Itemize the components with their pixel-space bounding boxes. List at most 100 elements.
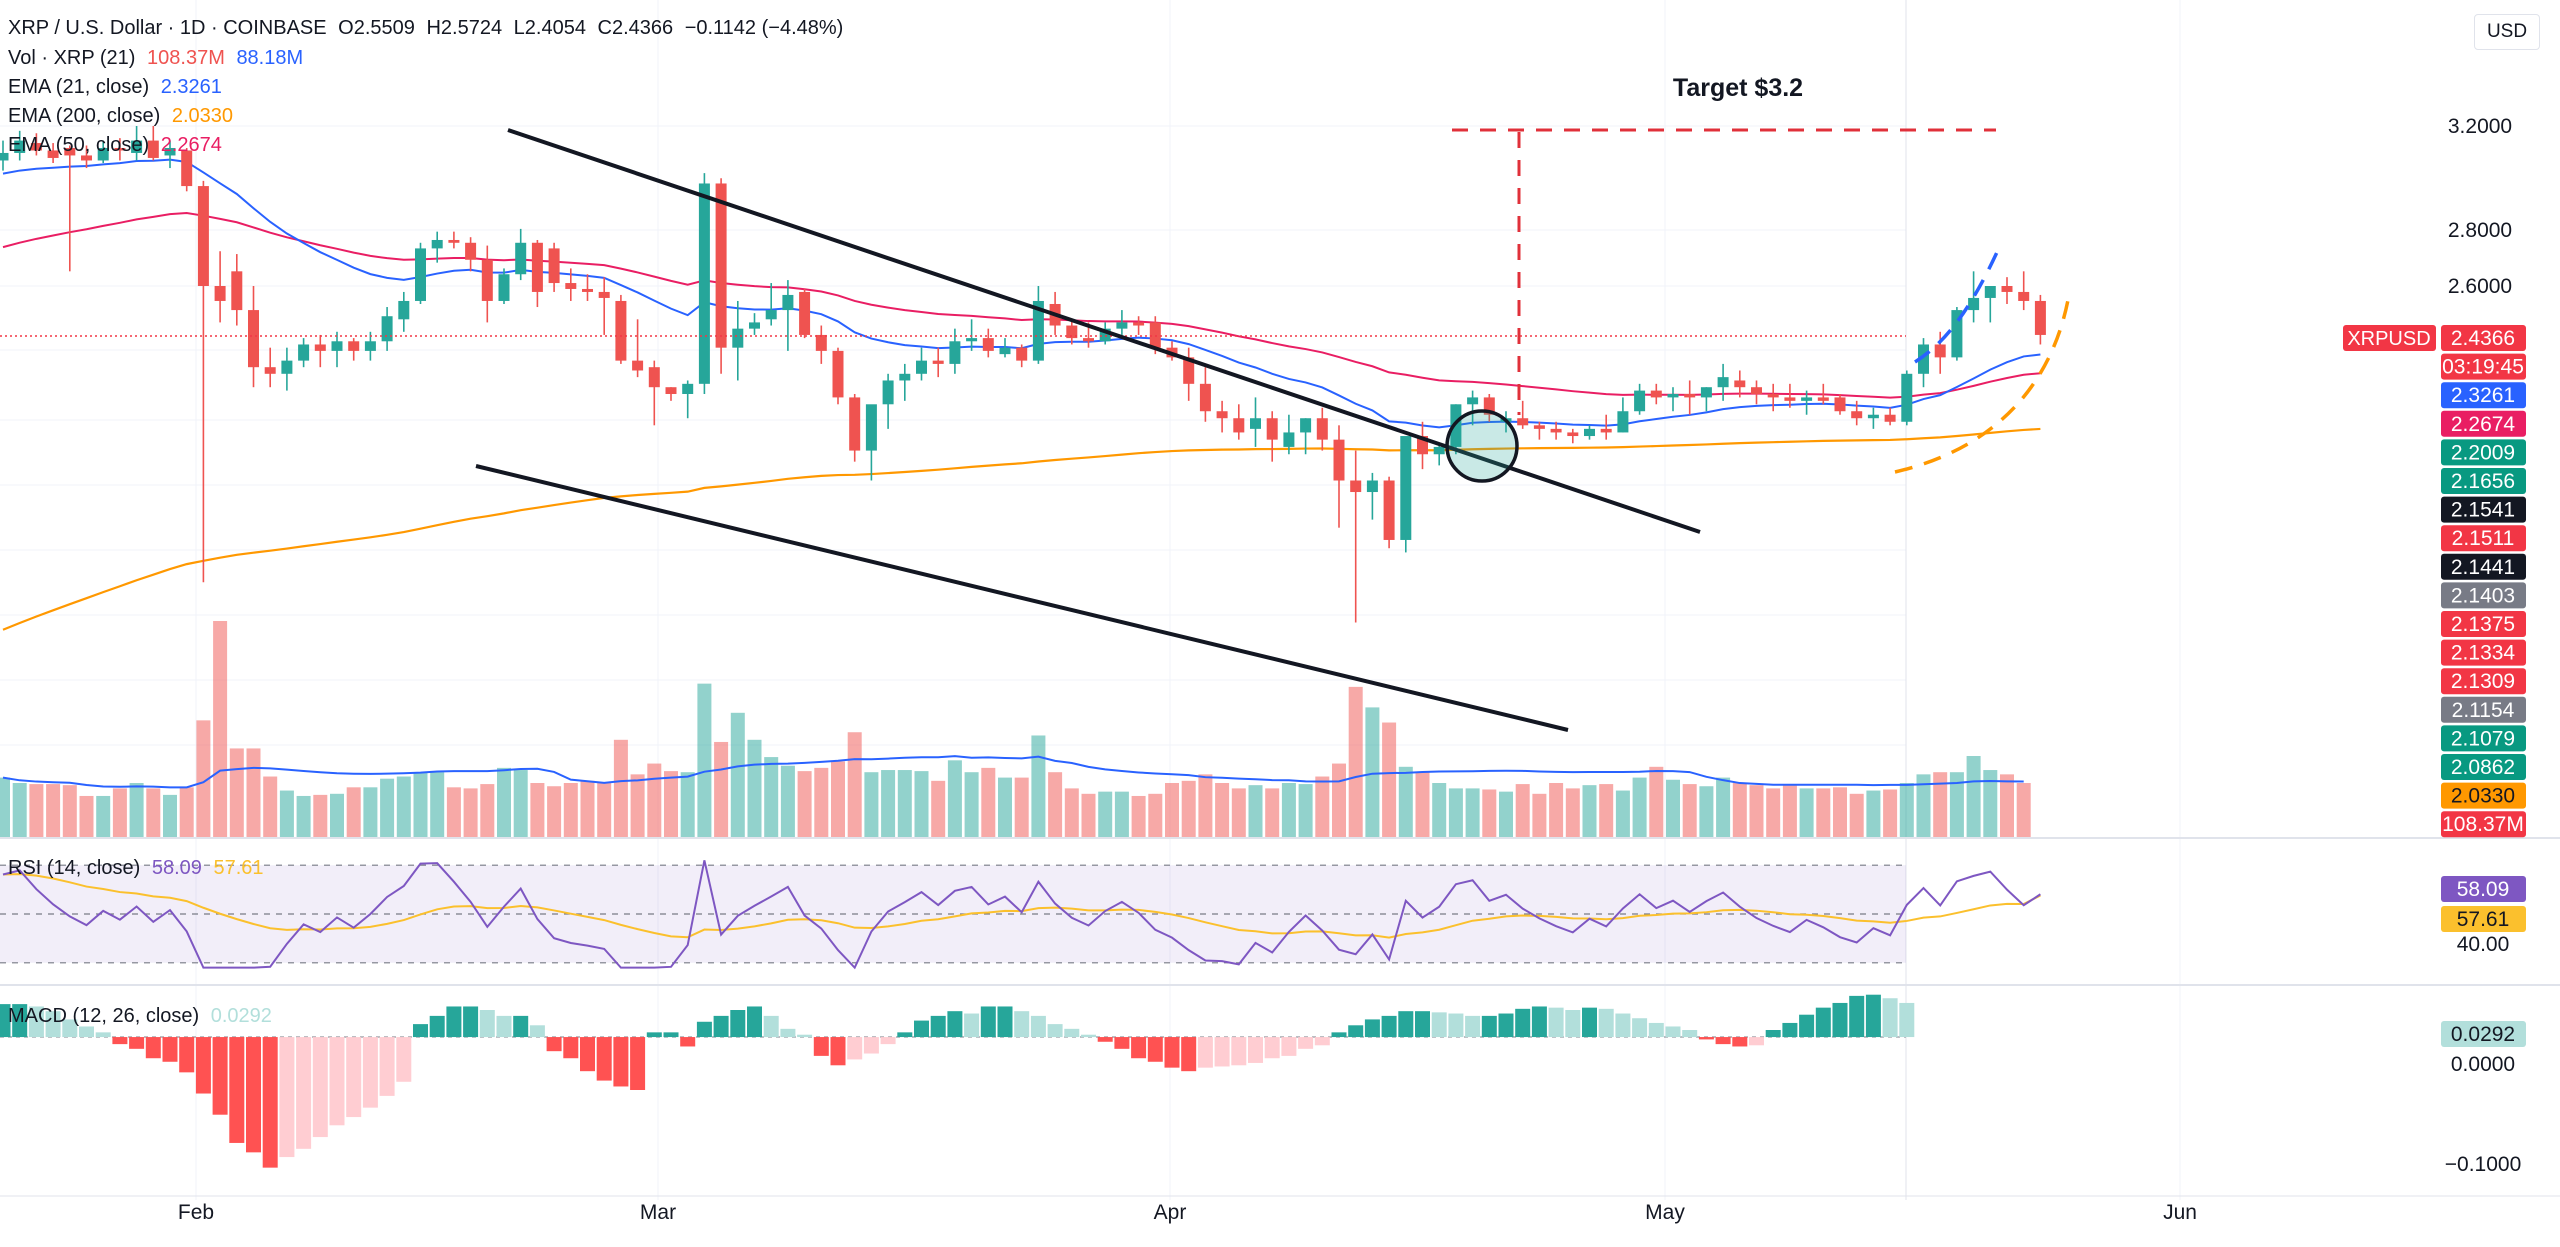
macd-histogram-bar [1348,1025,1364,1038]
macd-histogram-bar [1481,1015,1497,1038]
macd-histogram-bar [1081,1034,1096,1038]
rsi-value: 58.09 [151,857,202,879]
macd-histogram-bar [914,1020,929,1038]
candle-body [1834,397,1846,412]
macd-histogram-bar [1582,1007,1597,1038]
candle-body [765,310,777,320]
macd-histogram-bar [312,1037,328,1138]
macd-histogram-bar [1398,1011,1414,1038]
volume-bar [1499,791,1513,837]
macd-histogram-bar [329,1037,345,1126]
macd-histogram-bar [680,1037,696,1047]
volume-bar [380,778,395,837]
volume-legend[interactable]: Vol · XRP (21) 108.37M 88.18M [8,46,309,70]
price-tag [2441,410,2526,437]
candle-body [849,397,861,451]
macd-histogram-bar [379,1037,395,1096]
candle-body [1734,380,1746,388]
macd-histogram-bar [613,1037,629,1087]
volume-bar [213,621,228,837]
macd-histogram-bar [1765,1030,1781,1038]
candle-body [30,143,42,151]
ema21-line [2,158,2041,429]
macd-histogram-bar [1548,1007,1564,1038]
rsi-ma-value: 57.61 [213,857,264,879]
ohlc-open: O2.5509 [338,17,415,39]
macd-histogram-bar [1147,1037,1163,1062]
rsi-legend[interactable]: RSI (14, close) 58.09 57.61 [8,856,270,880]
candle-body [2034,300,2046,335]
candle-body [1550,428,1562,433]
candle-body [815,334,827,351]
volume-bar [730,712,745,837]
candle-body [1667,393,1679,398]
volume-bar [1298,784,1313,837]
volume-bar [1799,788,1814,837]
macd-legend[interactable]: MACD (12, 26, close) 0.0292 [8,1004,278,1028]
candle-body [1767,393,1779,398]
macd-histogram-bar [1749,1037,1764,1046]
macd-histogram-bar [195,1037,211,1094]
candle-body [515,242,527,275]
candle-body [1634,390,1646,412]
candle-body [1149,322,1161,348]
breakout-circle [1445,409,1519,483]
macd-histogram-bar [763,1015,779,1038]
volume-bar [1131,795,1146,837]
macd-histogram-bar [529,1025,545,1038]
ema21-legend[interactable]: EMA (21, close) 2.3261 [8,75,228,99]
volume-bar [1549,783,1564,837]
candle-body [1450,404,1462,447]
candle-body [298,344,310,361]
volume-bar [279,790,294,837]
candle-body [1884,414,1896,422]
macd-histogram-bar [997,1006,1013,1038]
ema50-legend[interactable]: EMA (50, close) 2.2674 [8,133,228,157]
ema200-legend[interactable]: EMA (200, close) 2.0330 [8,104,239,128]
price-tag [2441,668,2526,695]
volume-bar [1515,784,1530,837]
volume-bar [897,770,912,837]
price-tag-text: 2.4366 [2451,327,2515,350]
volume-bar [697,683,712,837]
currency-button[interactable]: USD [2474,14,2540,50]
volume-bar [1114,791,1129,837]
macd-histogram-bar [179,1037,195,1073]
volume-bar [664,771,678,837]
volume-bar [1198,774,1213,837]
macd-histogram-bar [1314,1037,1330,1046]
price-tag-text: 2.1154 [2452,699,2515,722]
candle-body [348,341,360,351]
candle-body [1199,383,1211,412]
ema21-value: 2.3261 [160,76,222,98]
price-axis[interactable]: 3.2000 2.8000 2.6000 2.4366 03:19:45 2.3261 2.… [2343,115,2526,1176]
macd-histogram-bar [1565,1010,1581,1038]
volume-bar [163,794,177,837]
volume-bar [263,776,278,837]
candle-body [2001,286,2013,292]
candle-body [431,239,443,249]
macd-histogram-bar [947,1011,963,1038]
volume-bar [1181,780,1196,837]
volume-bar [330,793,344,837]
volume-bar [1816,788,1831,837]
price-tag-text: 108.37M [2442,813,2524,836]
price-tag [2441,525,2526,552]
macd-histogram-bar [1331,1032,1347,1038]
candle-body [1316,418,1328,440]
candle-body [1650,390,1662,398]
volume-ma-line [2,755,2024,789]
price-tag [2441,696,2526,723]
ema21-label: EMA (21, close) [8,76,150,98]
candle-body [1183,357,1195,384]
macd-histogram-bar [1030,1015,1046,1038]
macd-histogram-bar [1665,1026,1681,1038]
candle-body [698,183,710,384]
time-axis[interactable]: Feb Mar Apr May Jun [0,1195,2560,1224]
volume-bar [79,795,94,837]
rsi-label: RSI (14, close) [8,857,141,879]
macd-histogram-bar [663,1032,679,1038]
time-axis-label: Mar [640,1201,676,1224]
